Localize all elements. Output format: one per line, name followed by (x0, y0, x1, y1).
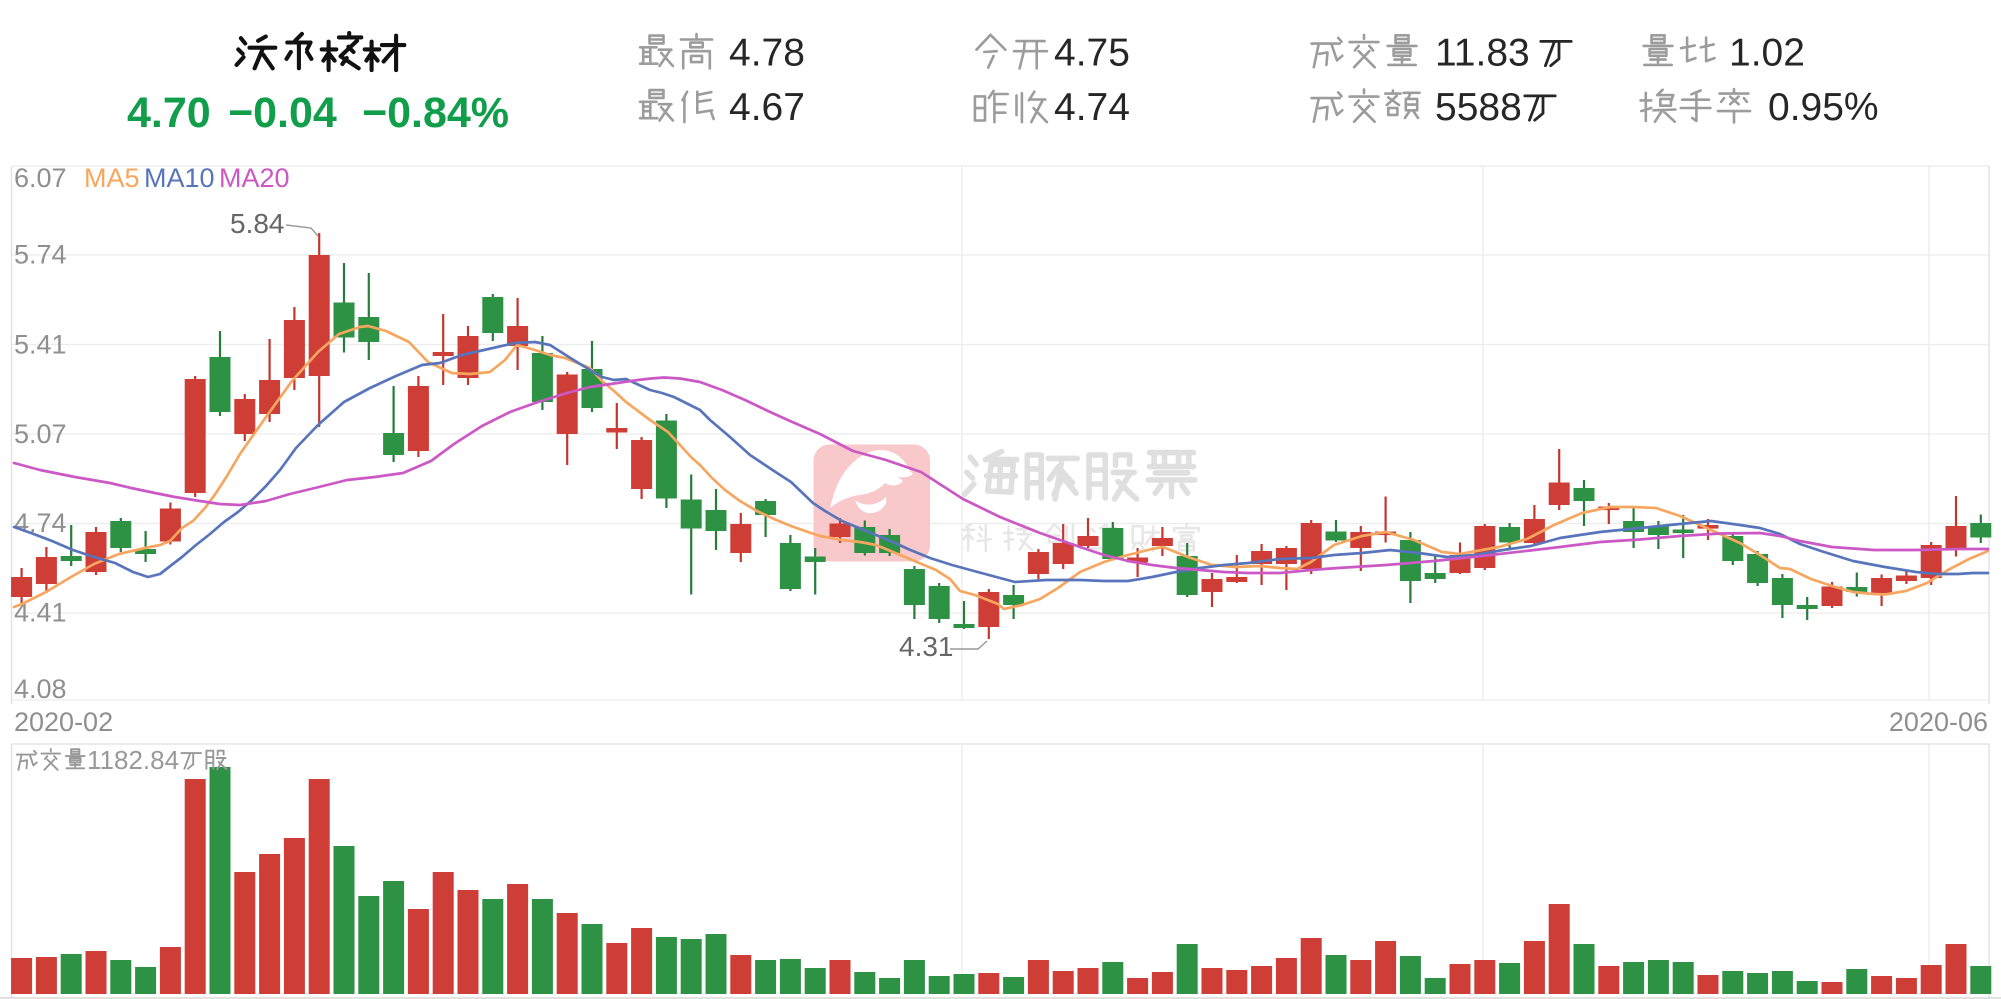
svg-text:MA20: MA20 (219, 163, 290, 193)
svg-text:4.70: 4.70 (127, 89, 211, 137)
svg-text:2020-06: 2020-06 (1889, 707, 1988, 737)
svg-text:5588: 5588 (1435, 86, 1522, 129)
svg-text:4.75: 4.75 (1054, 32, 1130, 75)
svg-text:5.07: 5.07 (14, 419, 67, 449)
svg-text:MA10: MA10 (144, 163, 215, 193)
svg-text:MA5: MA5 (84, 163, 140, 193)
svg-text:−0.04: −0.04 (228, 89, 337, 137)
svg-text:0.95%: 0.95% (1768, 86, 1879, 129)
svg-text:4.67: 4.67 (729, 86, 805, 129)
svg-text:4.78: 4.78 (729, 32, 805, 75)
svg-text:5.41: 5.41 (14, 330, 67, 360)
svg-text:5.84: 5.84 (230, 208, 285, 239)
svg-text:11.83: 11.83 (1435, 32, 1530, 75)
svg-text:4.08: 4.08 (14, 674, 67, 704)
svg-text:4.31: 4.31 (899, 631, 954, 662)
svg-text:6.07: 6.07 (14, 163, 67, 193)
svg-text:1.02: 1.02 (1729, 32, 1805, 75)
svg-text:4.74: 4.74 (1054, 86, 1130, 129)
svg-text:2020-02: 2020-02 (14, 707, 113, 737)
svg-text:4.74: 4.74 (14, 508, 67, 538)
svg-text:5.74: 5.74 (14, 240, 67, 270)
svg-text:−0.84%: −0.84% (362, 89, 509, 137)
svg-text:1182.84: 1182.84 (87, 745, 179, 775)
